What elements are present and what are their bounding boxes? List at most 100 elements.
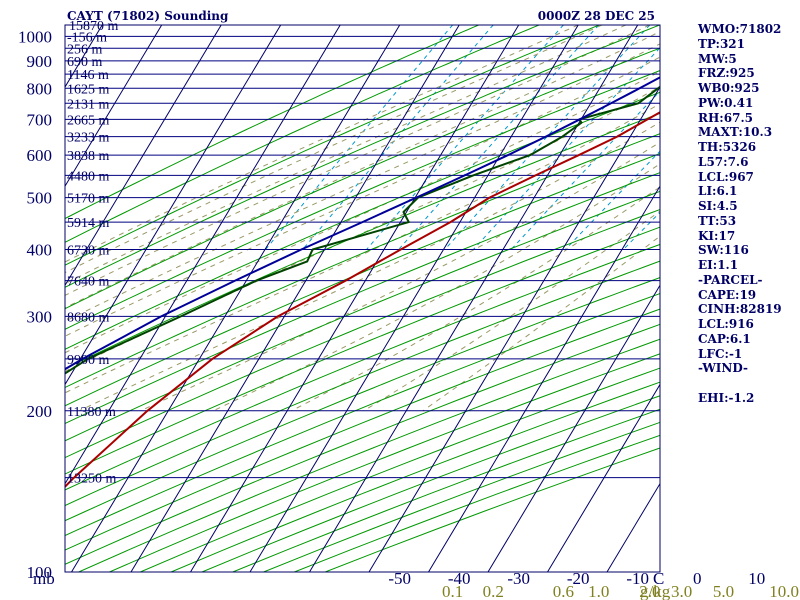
temperature-tick-label: 0 — [693, 569, 702, 588]
height-label: 5170 m — [67, 192, 110, 207]
index-entry: MW:5 — [698, 51, 737, 66]
index-entry: LCL:967 — [698, 169, 754, 184]
index-entry: EHI:-1.2 — [698, 390, 755, 405]
mixing-ratio-line — [302, 25, 494, 250]
moist-adiabat-line — [65, 70, 660, 354]
pressure-label: 100 — [27, 563, 53, 582]
height-label: 6730 m — [67, 244, 110, 259]
pressure-unit-label: mb — [33, 569, 55, 588]
pressure-label: 700 — [27, 110, 53, 129]
isotherm-line — [71, 25, 401, 572]
index-entry: TP:321 — [698, 36, 746, 51]
temperature-tick-label: -50 — [388, 569, 411, 588]
height-label: 3838 m — [67, 149, 110, 164]
temperature-line — [65, 111, 660, 489]
height-label: 2665 m — [67, 113, 110, 128]
moist-adiabat-line — [79, 121, 660, 412]
index-entry: LCL:916 — [698, 317, 754, 331]
mixing-ratio-label: 1.0 — [588, 582, 609, 600]
mixing-ratio-label: 0.1 — [442, 582, 463, 600]
moist-adiabat-line — [140, 141, 660, 412]
pressure-label: 500 — [27, 189, 53, 208]
moist-adiabat-line — [212, 163, 660, 412]
moist-adiabat-line — [65, 25, 650, 296]
height-label: 690 m — [67, 55, 103, 70]
isotherm-line — [65, 25, 341, 485]
mixing-ratio-label: 5.0 — [713, 582, 734, 600]
dry-adiabat-line — [65, 277, 660, 522]
index-entry: MAXT:10.3 — [698, 125, 773, 140]
height-label: 3233 m — [67, 131, 110, 146]
height-label: 7640 m — [67, 275, 110, 290]
index-entry: LFC:-1 — [698, 346, 743, 361]
dry-adiabat-line — [65, 25, 540, 243]
pressure-label: 300 — [27, 307, 53, 326]
sounding-time: 0000Z 28 DEC 25 — [538, 9, 655, 23]
index-entry — [698, 376, 782, 391]
mixing-ratio-labels: 0.10.20.61.02.03.05.010.020.040.0 — [442, 582, 799, 600]
mixing-ratio-line — [510, 90, 660, 250]
pressure-label: 600 — [27, 146, 53, 165]
isotherms — [65, 25, 660, 572]
isotherm-line — [65, 25, 282, 386]
dry-adiabat-line — [65, 70, 660, 330]
height-label: 4480 m — [67, 169, 110, 184]
pressure-label: 1000 — [18, 27, 52, 46]
mixing-ratio-label: 0.6 — [553, 582, 574, 600]
temperature-tick-label: -40 — [448, 569, 471, 588]
dry-adiabat-line — [65, 25, 600, 266]
isotherm-line — [487, 284, 660, 572]
moist-adiabat-line — [65, 43, 660, 322]
moist-adiabat-line — [65, 25, 603, 274]
chart-title: CAYT (71802) Sounding — [67, 9, 229, 23]
temperature-tick-label: 10 — [748, 569, 765, 588]
index-entry: RH:67.5 — [698, 110, 753, 125]
height-label: 256 m — [67, 42, 103, 57]
dry-adiabat-line — [65, 226, 660, 475]
index-entry: WMO:71802 — [698, 22, 782, 36]
stability-indices-panel: WMO:71802 TP:321 MW:5 FRZ:925 WB0:925 PW:0.41… — [698, 22, 782, 406]
mixing-ratio-line — [473, 47, 660, 250]
dry-adiabat-line — [78, 338, 660, 572]
temperature-unit-label: C — [653, 569, 664, 588]
pressure-label: 800 — [27, 79, 53, 98]
isotherm-line — [65, 25, 222, 287]
dry-adiabat-line — [65, 323, 660, 565]
mixing-ratio-label: 2.0 — [639, 582, 660, 600]
height-label: -156 m — [67, 30, 107, 45]
height-label: 9900 m — [67, 353, 110, 368]
mixing-ratio-unit-label: g/kg — [640, 582, 671, 600]
mixing-ratio-label: 3.0 — [671, 582, 692, 600]
height-label: 2131 m — [67, 97, 110, 112]
index-entry: KI:17 — [698, 228, 736, 243]
dry-adiabat-line — [65, 308, 660, 551]
index-entry: EI:1.1 — [698, 258, 739, 272]
dry-adiabat-line — [65, 208, 660, 459]
temperature-tick-label: -30 — [507, 569, 530, 588]
index-entry: L57:7.6 — [698, 154, 749, 169]
sounding-series — [65, 76, 660, 489]
moist-adiabat-line — [65, 103, 660, 394]
height-label: 13250 m — [67, 472, 117, 487]
dry-adiabat-line — [65, 25, 479, 220]
dry-adiabat-line — [65, 133, 660, 389]
pressure-label: 900 — [27, 52, 53, 71]
pressure-labels: 100 200 300 400 500 600 700 800 900 1000 — [18, 27, 52, 582]
dry-adiabat-line — [65, 293, 660, 537]
isotherm-line — [65, 25, 163, 188]
index-entry: PW:0.41 — [698, 95, 754, 110]
dry-adiabat-line — [65, 91, 660, 350]
height-label: 5914 m — [67, 216, 110, 231]
index-entry: -PARCEL- — [698, 272, 763, 287]
moist-adiabat-line — [65, 25, 627, 285]
mixing-ratio-line — [265, 25, 453, 250]
index-entry: CINH:82819 — [698, 302, 782, 317]
dry-adiabat-line — [65, 25, 660, 288]
index-entry: LI:6.1 — [698, 184, 738, 199]
temperature-labels: -50-40-30-20-10010203040 — [388, 569, 765, 588]
index-entry: WB0:925 — [698, 81, 760, 95]
index-entry: SW:116 — [698, 243, 749, 258]
isotherm-line — [249, 25, 579, 572]
mixing-ratio-label: 0.2 — [483, 582, 504, 600]
